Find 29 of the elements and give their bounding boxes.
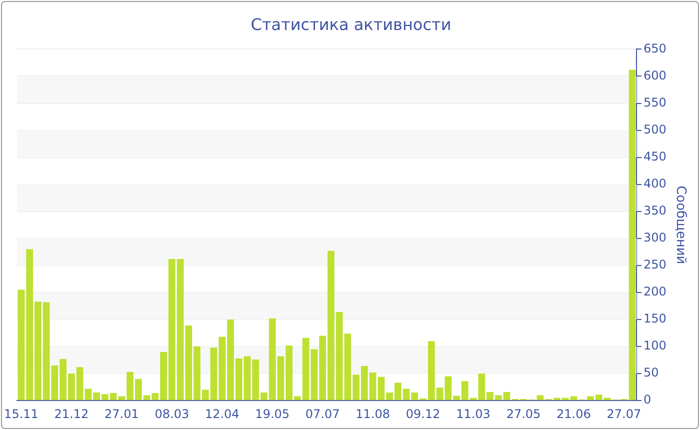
y-axis-title: Сообщений xyxy=(672,186,688,264)
y-tick-label: 100 xyxy=(643,338,666,353)
x-tick-label: 11.08 xyxy=(356,406,390,421)
x-tick-label: 09.12 xyxy=(406,406,440,421)
y-tick-label: 500 xyxy=(643,122,666,136)
y-tick-label: 0 xyxy=(643,392,652,407)
x-tick-label: 07.07 xyxy=(305,406,340,421)
y-tick-label: 650 xyxy=(643,41,666,56)
x-tick-label: 12.04 xyxy=(204,406,240,421)
y-tick-label: 200 xyxy=(643,284,666,299)
y-tick-label: 550 xyxy=(643,95,666,110)
y-tick-label: 450 xyxy=(643,149,666,164)
x-tick-label: 15.11 xyxy=(4,406,38,421)
x-tick-label: 19.05 xyxy=(255,406,290,421)
y-tick-label: 300 xyxy=(643,230,666,245)
y-tick-label: 600 xyxy=(643,68,666,82)
y-tick-label: 50 xyxy=(643,366,659,380)
y-tick-label: 400 xyxy=(643,176,666,190)
x-tick-label: 08.03 xyxy=(154,406,190,421)
x-tick-label: 21.06 xyxy=(556,406,591,421)
y-tick-label: 250 xyxy=(643,258,666,272)
x-tick-label: 11.03 xyxy=(456,406,490,421)
y-tick-label: 150 xyxy=(643,312,666,326)
x-tick-label: 27.05 xyxy=(506,406,541,421)
x-tick-label: 21.12 xyxy=(54,406,89,421)
y-tick-label: 350 xyxy=(643,204,666,218)
chart-title: Статистика активности xyxy=(250,14,452,34)
x-tick-label: 27.07 xyxy=(606,406,642,421)
x-tick-label: 27.01 xyxy=(104,406,139,421)
